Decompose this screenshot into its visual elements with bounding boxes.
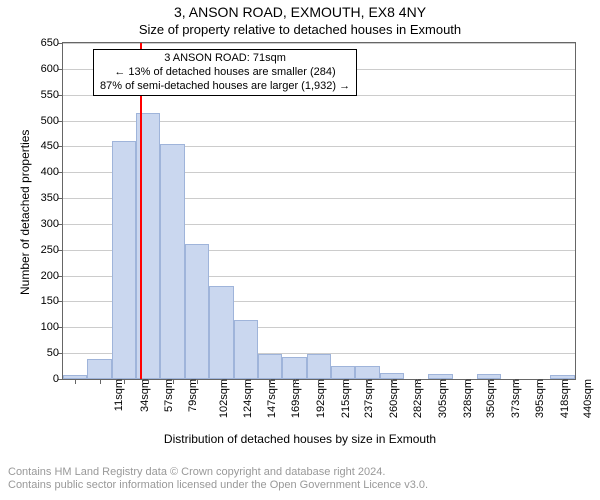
- ytick-label: 600: [41, 63, 63, 75]
- xtick-mark: [245, 379, 246, 384]
- xtick-label: 215sqm: [338, 379, 352, 418]
- xtick-label: 102sqm: [216, 379, 230, 418]
- xtick-mark: [440, 379, 441, 384]
- xtick-mark: [124, 379, 125, 384]
- xtick-mark: [221, 379, 222, 384]
- chart-title-line1: 3, ANSON ROAD, EXMOUTH, EX8 4NY: [0, 4, 600, 20]
- footer-line1: Contains HM Land Registry data © Crown c…: [8, 466, 592, 479]
- xtick-label: 373sqm: [508, 379, 522, 418]
- ytick-label: 250: [41, 244, 63, 256]
- histogram-bar: [307, 354, 331, 379]
- xtick-mark: [489, 379, 490, 384]
- footer-line2: Contains public sector information licen…: [8, 479, 592, 492]
- xtick-mark: [75, 379, 76, 384]
- histogram-bar: [234, 320, 258, 379]
- xtick-label: 440sqm: [580, 379, 594, 418]
- xtick-label: 395sqm: [532, 379, 546, 418]
- xtick-label: 260sqm: [386, 379, 400, 418]
- xtick-label: 305sqm: [435, 379, 449, 418]
- histogram-bar: [331, 366, 355, 379]
- xtick-label: 147sqm: [265, 379, 279, 418]
- xtick-mark: [295, 379, 296, 384]
- xtick-label: 328sqm: [460, 379, 474, 418]
- xtick-label: 169sqm: [288, 379, 302, 418]
- histogram-bar: [355, 366, 379, 379]
- ytick-label: 50: [47, 347, 63, 359]
- xtick-mark: [100, 379, 101, 384]
- xtick-mark: [562, 379, 563, 384]
- ytick-label: 150: [41, 295, 63, 307]
- annotation-line2: ← 13% of detached houses are smaller (28…: [100, 66, 350, 80]
- histogram-bar: [282, 357, 306, 379]
- histogram-bar: [185, 244, 209, 379]
- xtick-mark: [367, 379, 368, 384]
- chart-title-line2: Size of property relative to detached ho…: [0, 22, 600, 37]
- xtick-label: 124sqm: [240, 379, 254, 418]
- xtick-label: 192sqm: [313, 379, 327, 418]
- ytick-label: 200: [41, 270, 63, 282]
- xtick-label: 282sqm: [410, 379, 424, 418]
- annotation-line1: 3 ANSON ROAD: 71sqm: [100, 52, 350, 66]
- histogram-bar: [112, 141, 136, 379]
- xtick-label: 350sqm: [483, 379, 497, 418]
- ytick-label: 0: [53, 373, 63, 385]
- xtick-mark: [343, 379, 344, 384]
- ytick-label: 400: [41, 166, 63, 178]
- xtick-mark: [417, 379, 418, 384]
- chart-container: 3, ANSON ROAD, EXMOUTH, EX8 4NY Size of …: [0, 0, 600, 500]
- histogram-bar: [209, 286, 233, 379]
- xtick-label: 418sqm: [557, 379, 571, 418]
- xtick-mark: [537, 379, 538, 384]
- xtick-mark: [270, 379, 271, 384]
- xtick-mark: [148, 379, 149, 384]
- xtick-mark: [392, 379, 393, 384]
- xtick-mark: [514, 379, 515, 384]
- xtick-mark: [465, 379, 466, 384]
- xtick-label: 237sqm: [362, 379, 376, 418]
- plot-area: 050100150200250300350400450500550600650 …: [62, 42, 576, 380]
- xtick-label: 11sqm: [111, 379, 125, 411]
- footer-text: Contains HM Land Registry data © Crown c…: [8, 466, 592, 492]
- annotation-box: 3 ANSON ROAD: 71sqm ← 13% of detached ho…: [93, 49, 357, 96]
- histogram-bar: [258, 354, 282, 379]
- ytick-label: 650: [41, 37, 63, 49]
- histogram-bar: [87, 359, 111, 379]
- annotation-line3: 87% of semi-detached houses are larger (…: [100, 80, 350, 94]
- ytick-label: 300: [41, 218, 63, 230]
- x-axis-caption: Distribution of detached houses by size …: [0, 432, 600, 446]
- ytick-label: 550: [41, 89, 63, 101]
- xtick-mark: [197, 379, 198, 384]
- ytick-label: 350: [41, 192, 63, 204]
- xtick-mark: [173, 379, 174, 384]
- y-axis-label: Number of detached properties: [18, 130, 32, 295]
- histogram-bar: [160, 144, 184, 379]
- ytick-label: 100: [41, 321, 63, 333]
- ytick-label: 500: [41, 115, 63, 127]
- xtick-mark: [318, 379, 319, 384]
- ytick-label: 450: [41, 140, 63, 152]
